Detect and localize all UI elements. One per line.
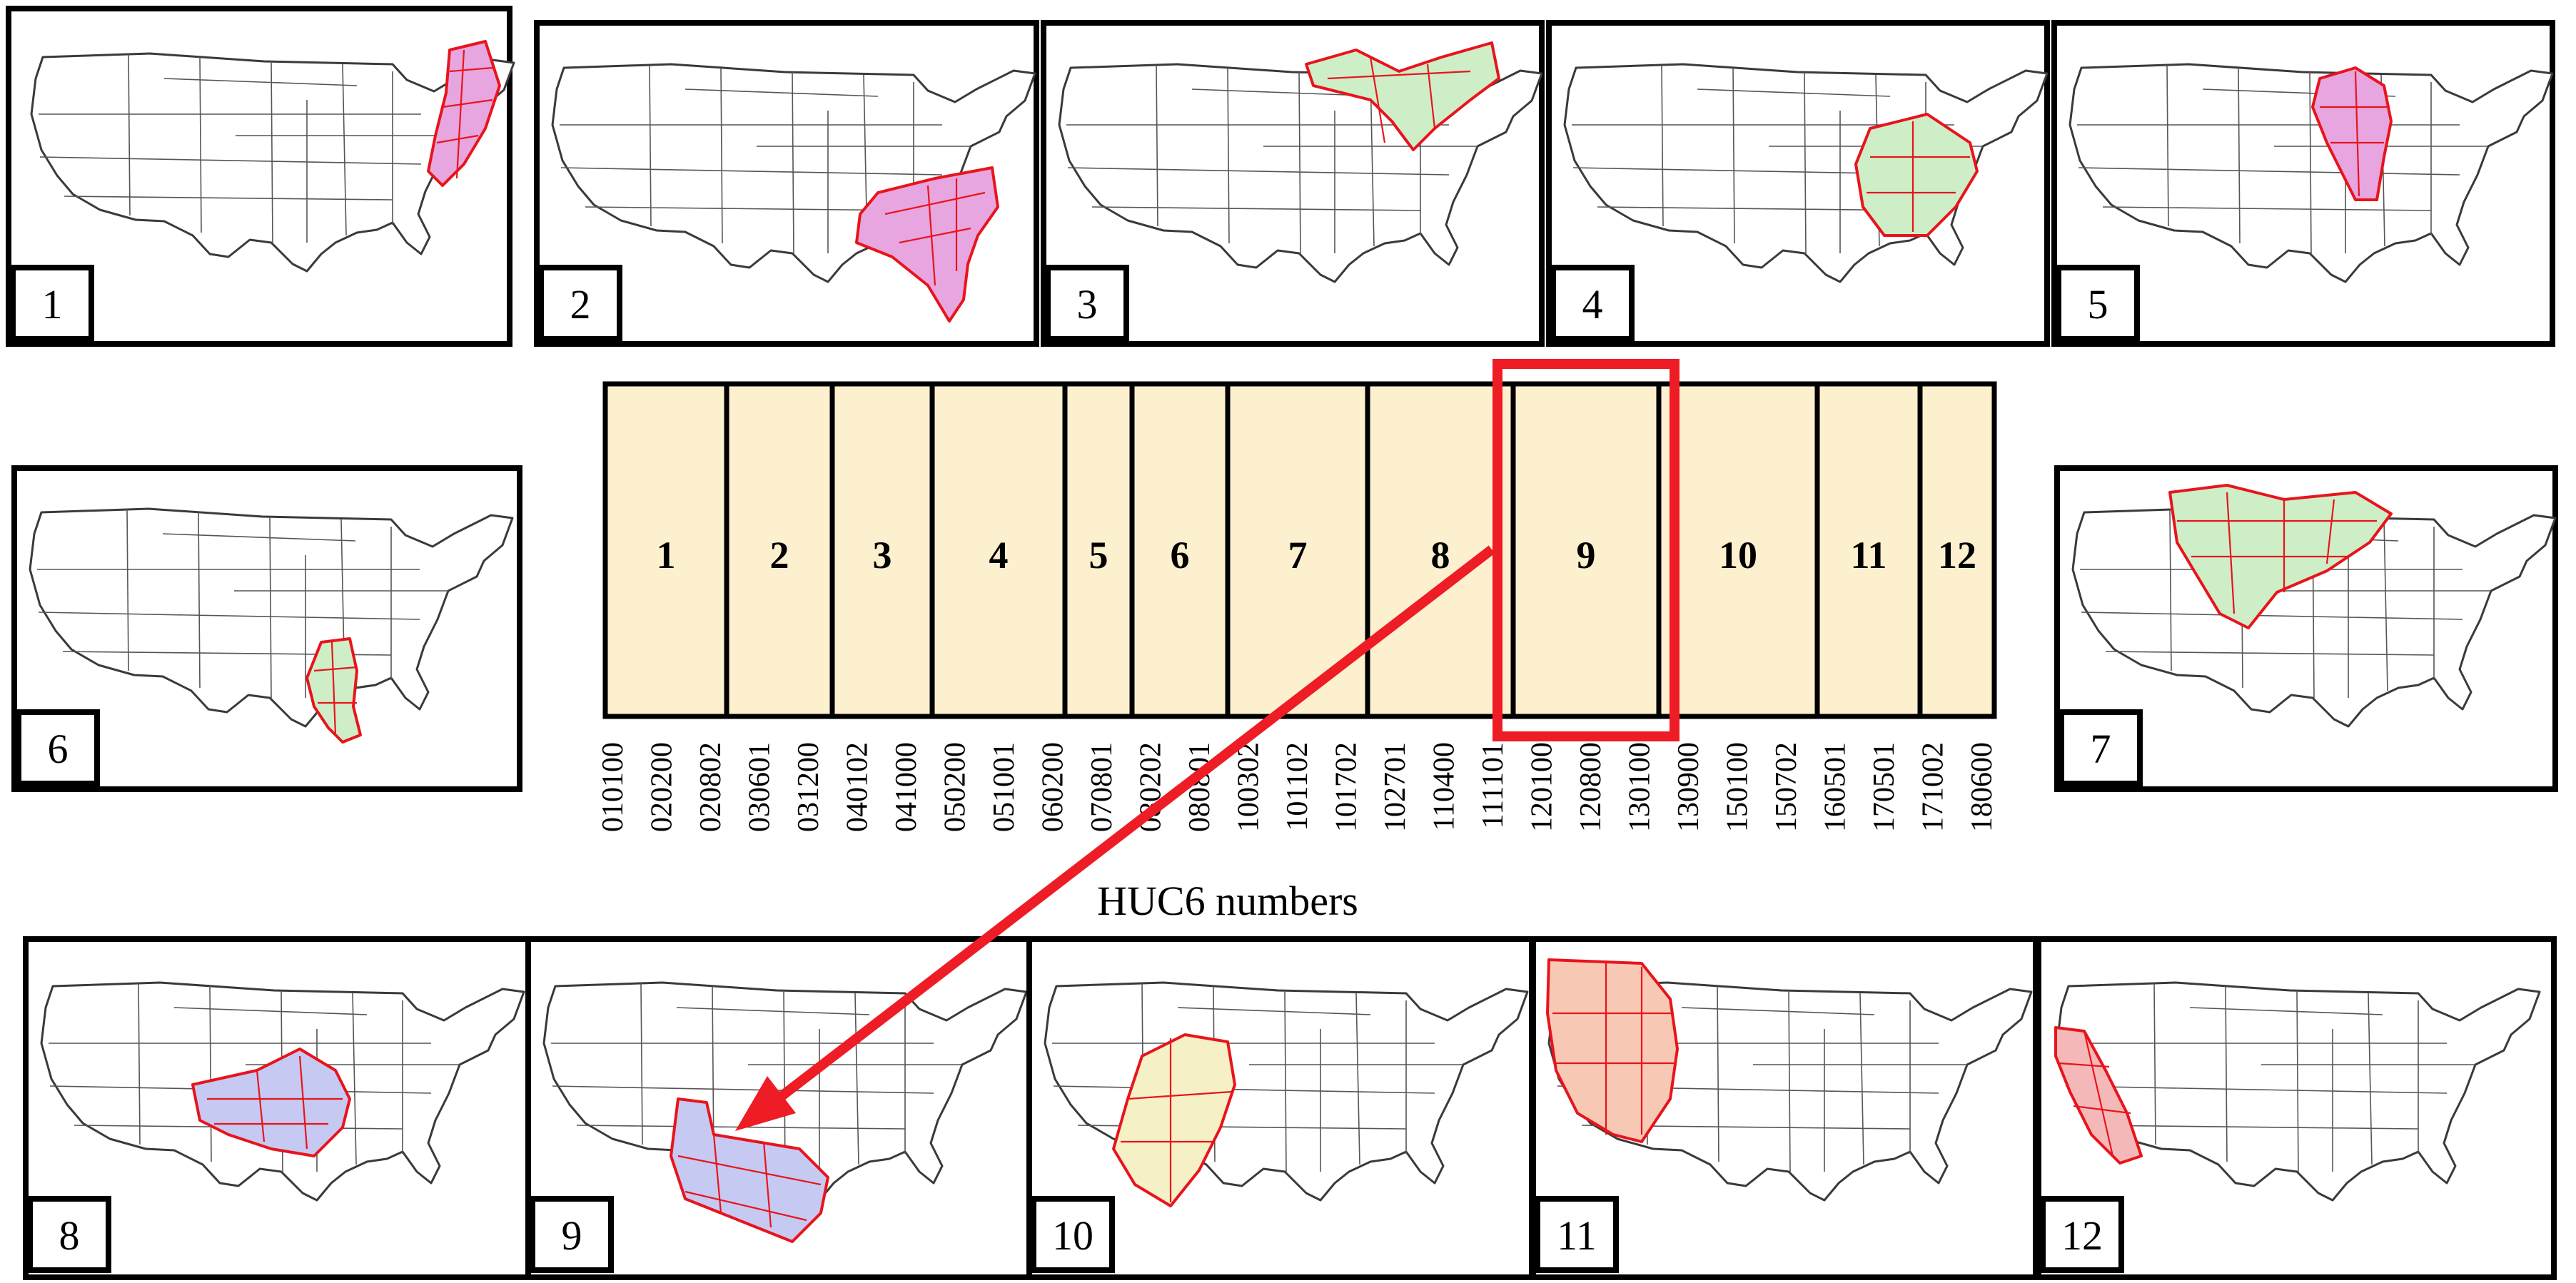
panel-number-box	[2040, 1196, 2124, 1273]
bar-segment-label: 3	[873, 534, 892, 577]
bar-segment-label: 6	[1171, 534, 1190, 577]
region-panel-10: 10	[1026, 936, 1535, 1280]
huc6-tick-label: 150100	[1722, 742, 1754, 832]
region-panel-7: 7	[2054, 465, 2558, 792]
panel-number: 12	[2061, 1212, 2103, 1259]
huc6-tick-label: 020802	[694, 742, 727, 832]
huc6-tick-label: 171002	[1917, 742, 1950, 832]
region-3-highlight	[1305, 41, 1500, 151]
huc6-tick-label: 020200	[646, 742, 679, 832]
bar-segment-6	[1129, 381, 1231, 719]
bar-segment-label: 8	[1431, 534, 1450, 577]
huc6-tick-label: 111101	[1477, 742, 1510, 828]
panel-number-box	[1045, 265, 1129, 342]
huc6-tick-label: 120800	[1575, 742, 1607, 832]
region-10-highlight	[1112, 1033, 1236, 1207]
region-6-highlight	[305, 637, 362, 744]
huc6-tick-labels: 010100 020200 020802 030601 031200 040102 0410…	[597, 742, 1999, 832]
region-panel-2: 2	[534, 20, 1039, 347]
region-panel-3: 3	[1041, 20, 1545, 347]
bar-segment-label: 10	[1719, 534, 1757, 577]
bar-segment-9	[1510, 381, 1662, 719]
huc-bar: 1 2 3 4 5 6 7 8 9 10 11 12	[602, 381, 1997, 719]
bar-segment-label: 1	[657, 534, 676, 577]
huc6-tick-label: 130100	[1624, 742, 1657, 832]
huc6-tick-label: 101102	[1281, 742, 1314, 831]
bar-segment-label: 11	[1850, 534, 1886, 577]
panel-number: 11	[1557, 1212, 1597, 1259]
region-11-highlight	[1546, 958, 1679, 1143]
huc6-tick-label: 031200	[792, 742, 825, 832]
panel-number: 6	[48, 726, 69, 772]
bar-segment-11	[1814, 381, 1923, 719]
panel-number: 4	[1582, 281, 1603, 328]
huc6-tick-label: 101702	[1330, 742, 1363, 832]
panel-number-box	[16, 709, 100, 786]
panel-number-box	[538, 265, 622, 342]
huc6-tick-label: 010100	[597, 742, 630, 832]
panel-number-box	[2059, 709, 2143, 786]
panel-number: 10	[1052, 1212, 1093, 1259]
arrow-line	[774, 545, 1495, 1103]
huc6-tick-label: 160501	[1819, 742, 1852, 832]
panel-number-box	[1550, 265, 1635, 342]
region-1-highlight	[427, 40, 501, 187]
panel-number-box	[2056, 265, 2140, 342]
panel-number-box	[1535, 1196, 1619, 1273]
panel-number: 3	[1077, 281, 1098, 328]
huc6-tick-label: 041000	[890, 742, 923, 832]
region-panel-4: 4	[1546, 20, 2050, 347]
region-8-highlight	[191, 1048, 351, 1157]
huc6-tick-label: 180600	[1966, 742, 1999, 832]
axis-title: HUC6 numbers	[1097, 878, 1358, 924]
region-2-highlight	[855, 166, 999, 323]
region-9-highlight	[670, 1097, 829, 1243]
huc6-tick-label: 170501	[1868, 742, 1901, 832]
huc6-tick-label: 060200	[1037, 742, 1070, 832]
arrow-head	[735, 1076, 796, 1131]
region-4-highlight	[1854, 113, 1979, 237]
huc6-tick-label: 051001	[988, 742, 1021, 832]
huc6-tick-label: 120100	[1526, 742, 1559, 832]
panel-number: 7	[2091, 726, 2111, 772]
huc6-tick-label: 102701	[1379, 742, 1412, 832]
huc6-tick-label: 100302	[1233, 742, 1266, 832]
bar-segment-label: 7	[1288, 534, 1308, 577]
panel-number: 5	[2088, 281, 2108, 328]
panel-number: 9	[562, 1212, 582, 1259]
huc6-tick-label: 130900	[1672, 742, 1705, 832]
panel-number-box	[10, 265, 94, 342]
region-5-highlight	[2311, 66, 2393, 201]
bar-segment-label: 5	[1089, 534, 1108, 577]
bar-segment-2	[724, 381, 835, 719]
bar-segment-label: 12	[1938, 534, 1976, 577]
region-panel-12: 12	[2036, 936, 2557, 1280]
huc6-tick-label: 070801	[1086, 742, 1118, 832]
highlight-box	[1492, 359, 1680, 741]
region-panel-11: 11	[1530, 936, 2039, 1280]
bar-segment-label: 9	[1577, 534, 1596, 577]
huc6-tick-label: 050200	[939, 742, 972, 832]
region-panel-6: 6	[11, 465, 522, 792]
region-panel-5: 5	[2051, 20, 2555, 347]
region-12-highlight	[2054, 1026, 2143, 1165]
panel-number-box	[27, 1196, 111, 1273]
region-7-highlight	[2168, 484, 2393, 629]
panel-number: 1	[42, 281, 63, 328]
panel-number: 2	[570, 281, 591, 328]
panel-number: 8	[59, 1212, 80, 1259]
panel-number-box	[1031, 1196, 1115, 1273]
bar-segment-12	[1917, 381, 1997, 719]
huc6-tick-label: 030601	[744, 742, 777, 832]
huc6-tick-label: 040102	[842, 742, 874, 832]
huc6-tick-label: 110400	[1428, 742, 1461, 831]
huc6-tick-label: 150702	[1770, 742, 1803, 832]
bar-segment-label: 2	[770, 534, 789, 577]
bar-segment-label: 4	[989, 534, 1009, 577]
region-panel-1: 1	[6, 6, 515, 347]
region-panel-8: 8	[23, 936, 531, 1280]
panel-number-box	[530, 1196, 614, 1273]
